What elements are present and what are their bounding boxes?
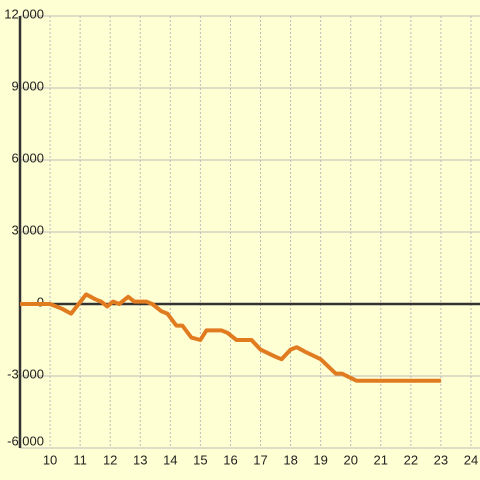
x-tick-label: 24 (464, 452, 478, 467)
y-tick-label: -3,000 (7, 366, 44, 381)
x-tick-label: 15 (193, 452, 207, 467)
x-tick-label: 11 (73, 452, 87, 467)
y-tick-label: 0 (37, 294, 44, 309)
y-tick-label: 3,000 (11, 222, 44, 237)
x-tick-label: 17 (253, 452, 267, 467)
line-series (20, 292, 441, 383)
x-tick-label: 14 (163, 452, 177, 467)
x-tick-label: 13 (133, 452, 147, 467)
x-tick-label: 23 (434, 452, 448, 467)
y-tick-label: 9,000 (11, 78, 44, 93)
x-tick-label: 12 (103, 452, 117, 467)
y-tick-label: 6,000 (11, 150, 44, 165)
x-tick-label: 19 (313, 452, 327, 467)
y-tick-label: 12,000 (4, 6, 44, 21)
x-tick-label: 10 (43, 452, 57, 467)
x-tick-label: 22 (404, 452, 418, 467)
x-tick-label: 16 (223, 452, 237, 467)
y-tick-label: -6,000 (7, 433, 44, 448)
x-tick-label: 20 (343, 452, 357, 467)
x-tick-label: 21 (374, 452, 388, 467)
x-tick-label: 18 (283, 452, 297, 467)
